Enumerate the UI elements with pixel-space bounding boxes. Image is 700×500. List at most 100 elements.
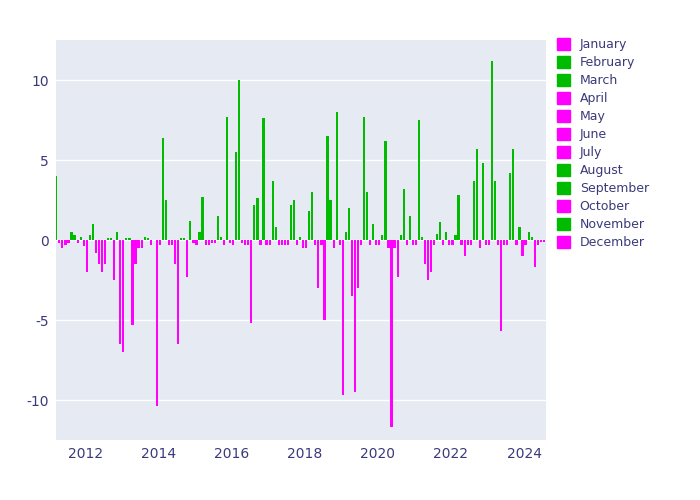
Bar xyxy=(457,195,460,240)
Bar xyxy=(85,240,88,272)
Bar xyxy=(229,240,231,243)
Bar xyxy=(363,117,365,240)
Bar xyxy=(421,237,423,240)
Bar xyxy=(317,240,319,288)
Bar xyxy=(305,240,307,248)
Bar xyxy=(342,240,344,395)
Bar xyxy=(125,238,127,240)
Bar xyxy=(357,240,359,288)
Bar xyxy=(552,240,554,242)
Bar xyxy=(384,141,386,240)
Bar xyxy=(241,240,244,243)
Bar xyxy=(134,240,136,264)
Bar xyxy=(540,240,542,242)
Bar xyxy=(402,189,405,240)
Bar xyxy=(89,235,91,240)
Bar xyxy=(107,238,109,240)
Bar xyxy=(296,240,298,245)
Bar xyxy=(293,200,295,240)
Bar xyxy=(321,240,323,245)
Bar xyxy=(198,232,201,240)
Bar xyxy=(113,240,116,280)
Bar xyxy=(144,237,146,240)
Bar xyxy=(546,238,548,240)
Bar xyxy=(479,240,481,248)
Bar xyxy=(503,240,505,245)
Bar xyxy=(137,240,140,248)
Bar xyxy=(323,240,326,320)
Bar xyxy=(208,240,210,245)
Bar xyxy=(269,240,271,245)
Bar xyxy=(223,240,225,245)
Bar xyxy=(391,240,393,427)
Bar xyxy=(272,181,274,240)
Bar xyxy=(531,237,533,240)
Bar xyxy=(528,232,530,240)
Bar xyxy=(193,240,195,243)
Bar xyxy=(284,240,286,245)
Bar xyxy=(202,197,204,240)
Bar xyxy=(58,240,60,243)
Bar xyxy=(92,224,94,240)
Bar xyxy=(400,235,402,240)
Bar xyxy=(180,238,182,240)
Bar xyxy=(250,240,253,323)
Bar xyxy=(332,240,335,248)
Bar xyxy=(281,240,283,245)
Bar xyxy=(369,240,371,245)
Bar xyxy=(497,240,499,245)
Bar xyxy=(512,149,514,240)
Bar xyxy=(156,240,158,406)
Bar xyxy=(378,240,380,245)
Bar xyxy=(351,240,353,296)
Bar xyxy=(104,240,106,264)
Bar xyxy=(80,237,82,240)
Bar xyxy=(330,200,332,240)
Bar xyxy=(470,240,472,245)
Bar xyxy=(83,240,85,246)
Bar xyxy=(312,192,314,240)
Bar xyxy=(326,136,328,240)
Bar xyxy=(488,240,490,245)
Bar xyxy=(150,240,152,245)
Bar xyxy=(165,200,167,240)
Bar xyxy=(522,240,524,256)
Bar xyxy=(168,240,170,245)
Bar xyxy=(253,205,256,240)
Bar xyxy=(290,205,292,240)
Bar xyxy=(454,235,456,240)
Bar xyxy=(533,240,536,267)
Bar xyxy=(122,240,125,352)
Bar xyxy=(299,237,301,240)
Bar xyxy=(412,240,414,245)
Bar xyxy=(524,240,526,245)
Bar xyxy=(519,227,521,240)
Bar xyxy=(214,240,216,243)
Bar xyxy=(387,240,390,248)
Bar xyxy=(74,235,76,240)
Bar xyxy=(461,240,463,245)
Bar xyxy=(132,240,134,325)
Bar xyxy=(62,240,64,248)
Bar xyxy=(393,240,395,248)
Bar xyxy=(247,240,249,245)
Bar xyxy=(177,240,179,344)
Bar xyxy=(171,240,173,245)
Bar xyxy=(211,240,213,243)
Bar xyxy=(204,240,206,245)
Bar xyxy=(308,211,310,240)
Bar xyxy=(260,240,262,245)
Bar xyxy=(101,240,103,272)
Bar xyxy=(146,238,149,240)
Bar xyxy=(448,240,451,245)
Bar xyxy=(542,240,545,242)
Bar xyxy=(335,112,338,240)
Bar xyxy=(256,198,258,240)
Bar xyxy=(274,227,277,240)
Bar xyxy=(238,80,240,240)
Bar xyxy=(189,221,192,240)
Bar xyxy=(71,232,73,240)
Bar xyxy=(433,240,435,245)
Bar xyxy=(174,240,176,264)
Bar xyxy=(415,240,417,245)
